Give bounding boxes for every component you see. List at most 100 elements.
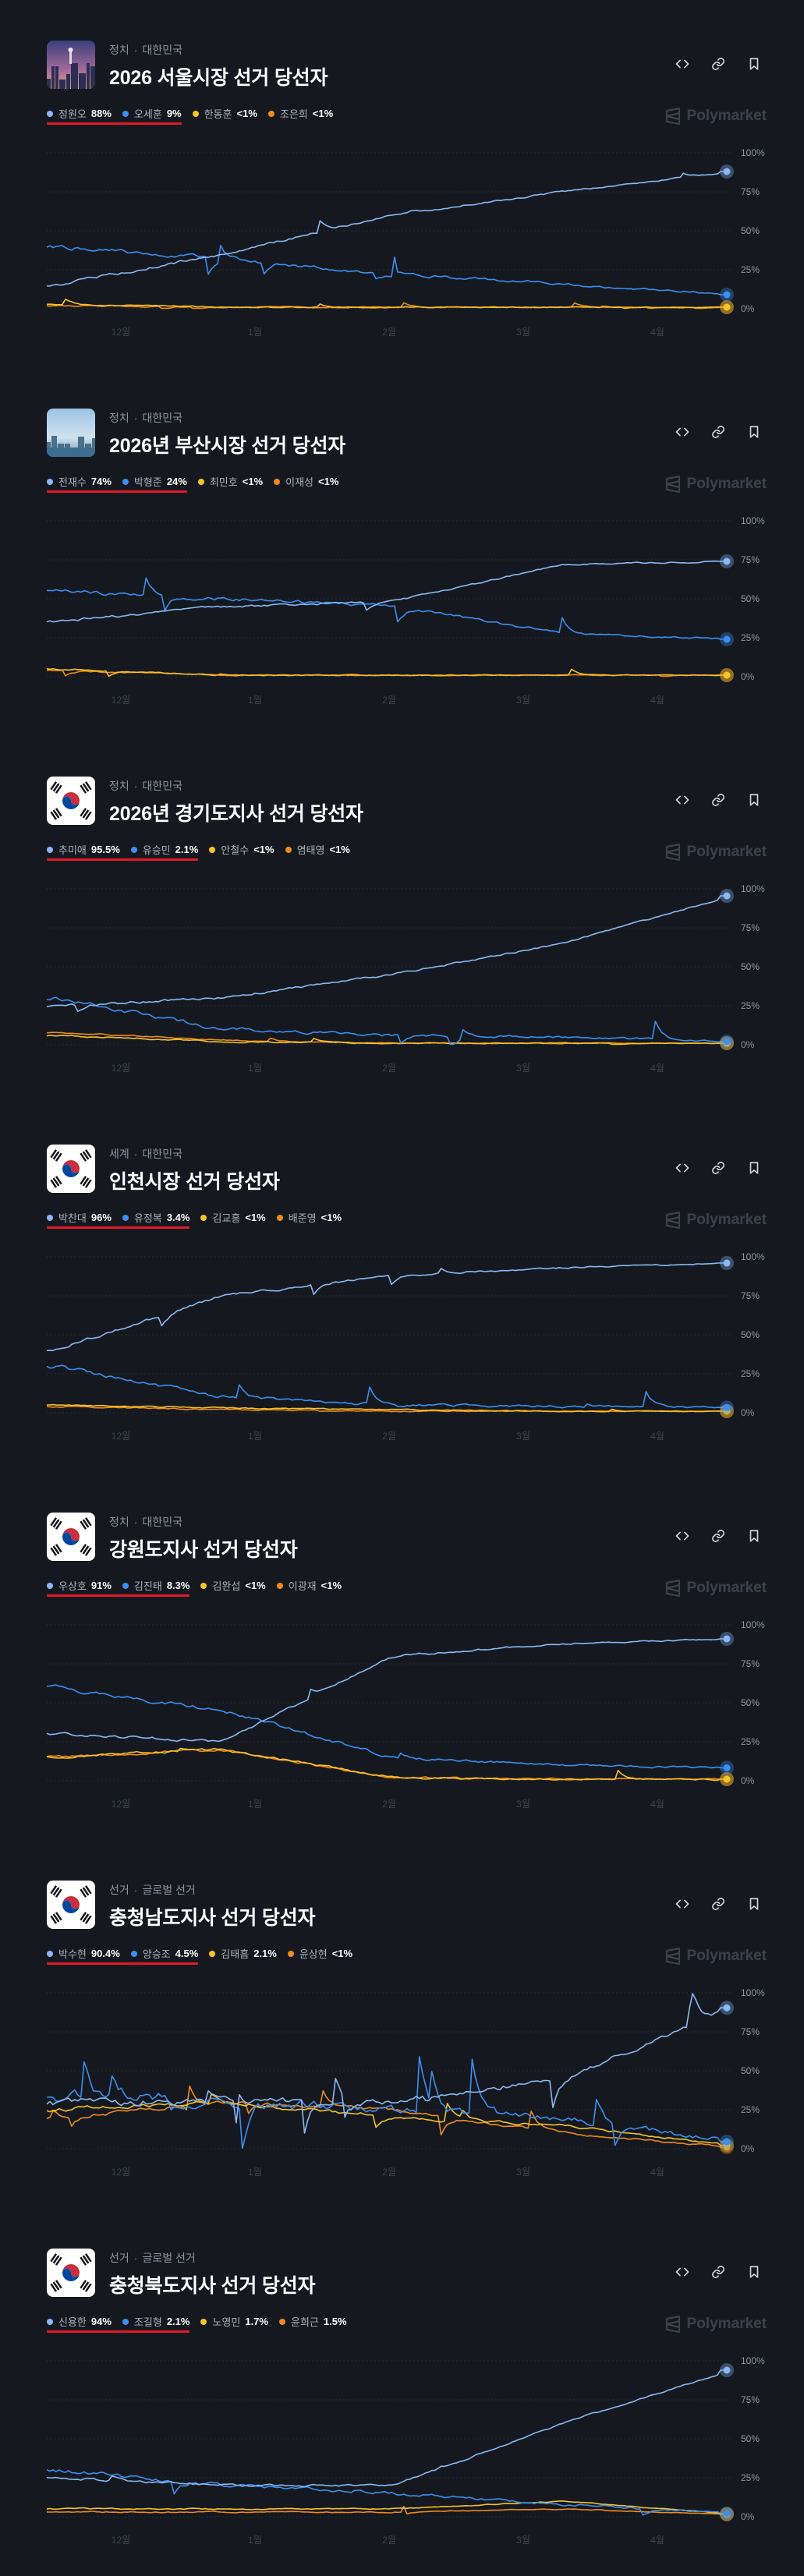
current-value-marker[interactable]	[723, 303, 731, 311]
legend-item[interactable]: 박찬대 96%	[47, 1210, 112, 1225]
market-thumbnail[interactable]	[47, 777, 95, 825]
legend-item[interactable]: 김교흥 <1%	[200, 1210, 266, 1225]
market-thumbnail[interactable]	[47, 41, 95, 89]
bookmark-button[interactable]	[745, 1160, 763, 1179]
copy-link-button[interactable]	[709, 1896, 728, 1915]
market-title[interactable]: 충청북도지사 선거 당선자	[109, 2275, 316, 2297]
breadcrumb-region[interactable]: 글로벌 선거	[142, 1884, 196, 1896]
embed-code-button[interactable]	[673, 2264, 692, 2283]
current-value-marker[interactable]	[723, 2138, 731, 2146]
embed-code-button[interactable]	[673, 1528, 692, 1547]
current-value-marker[interactable]	[723, 2510, 731, 2518]
market-title[interactable]: 2026년 부산시장 선거 당선자	[109, 435, 346, 457]
legend-item[interactable]: 오세훈 9%	[122, 106, 182, 121]
copy-link-button[interactable]	[709, 792, 728, 811]
legend-item[interactable]: 유승민 2.1%	[130, 842, 198, 857]
legend-item[interactable]: 김진태 8.3%	[122, 1578, 189, 1593]
legend-item[interactable]: 윤상현 <1%	[287, 1946, 352, 1961]
breadcrumb-category[interactable]: 정치	[109, 1516, 129, 1528]
breadcrumb-category[interactable]: 선거	[109, 2252, 129, 2264]
legend-item[interactable]: 추미애 95.5%	[47, 842, 120, 857]
bookmark-button[interactable]	[745, 56, 763, 75]
breadcrumb-category[interactable]: 정치	[109, 412, 129, 424]
market-title[interactable]: 2026 서울시장 선거 당선자	[109, 67, 328, 89]
embed-code-button[interactable]	[673, 1160, 692, 1179]
market-title[interactable]: 강원도지사 선거 당선자	[109, 1539, 298, 1561]
current-value-marker[interactable]	[723, 1403, 731, 1411]
embed-code-button[interactable]	[673, 792, 692, 811]
breadcrumb-category[interactable]: 정치	[109, 44, 129, 56]
embed-code-button[interactable]	[673, 56, 692, 75]
legend-item[interactable]: 조은희 <1%	[267, 106, 333, 121]
market-title[interactable]: 2026년 경기도지사 선거 당선자	[109, 803, 363, 825]
current-value-marker[interactable]	[723, 1259, 731, 1267]
embed-code-button[interactable]	[673, 424, 692, 443]
current-value-marker[interactable]	[723, 1775, 731, 1783]
breadcrumb-category[interactable]: 세계	[109, 1148, 129, 1160]
legend-item[interactable]: 유정복 3.4%	[122, 1210, 189, 1225]
market-thumbnail[interactable]	[47, 1881, 95, 1929]
legend-item[interactable]: 최민호 <1%	[197, 474, 263, 489]
bookmark-button[interactable]	[745, 2264, 763, 2283]
market-thumbnail[interactable]	[47, 1513, 95, 1561]
legend-item[interactable]: 노영민 1.7%	[200, 2314, 268, 2329]
legend-item[interactable]: 조길형 2.1%	[122, 2314, 189, 2329]
market-title[interactable]: 인천시장 선거 당선자	[109, 1171, 280, 1193]
current-value-marker[interactable]	[723, 892, 731, 900]
legend-item[interactable]: 윤희근 1.5%	[278, 2314, 347, 2329]
copy-link-button[interactable]	[709, 1160, 728, 1179]
legend-item[interactable]: 이재성 <1%	[274, 474, 338, 489]
copy-link-button[interactable]	[709, 2264, 728, 2283]
current-value-marker[interactable]	[723, 2366, 731, 2374]
bookmark-button[interactable]	[745, 1528, 763, 1547]
candidate-name: 박형준	[133, 476, 162, 488]
current-value-marker[interactable]	[723, 1635, 731, 1643]
breadcrumb-region[interactable]: 대한민국	[142, 44, 182, 56]
market-thumbnail[interactable]	[47, 2249, 95, 2297]
bookmark-button[interactable]	[745, 792, 763, 811]
legend-item[interactable]: 양승조 4.5%	[130, 1946, 198, 1961]
current-value-marker[interactable]	[723, 671, 731, 679]
market-title[interactable]: 충청남도지사 선거 당선자	[109, 1907, 316, 1929]
legend-item[interactable]: 한동훈 <1%	[192, 106, 257, 121]
legend-item[interactable]: 배준영 <1%	[276, 1210, 342, 1225]
legend-item[interactable]: 정원오 88%	[47, 106, 112, 121]
legend-item[interactable]: 신용한 94%	[47, 2314, 112, 2329]
bookmark-button[interactable]	[745, 1896, 763, 1915]
current-value-marker[interactable]	[723, 1038, 731, 1046]
bookmark-button[interactable]	[745, 424, 763, 443]
breadcrumb-region[interactable]: 대한민국	[142, 780, 182, 792]
market-actions	[673, 56, 763, 75]
polymarket-logo-icon	[665, 2316, 687, 2333]
legend-item[interactable]: 박형준 24%	[122, 474, 187, 489]
legend-item[interactable]: 안철수 <1%	[209, 842, 274, 857]
current-value-marker[interactable]	[723, 2004, 731, 2012]
breadcrumb-category[interactable]: 정치	[109, 780, 129, 792]
breadcrumb-region[interactable]: 대한민국	[142, 412, 182, 424]
legend-item[interactable]: 이광재 <1%	[276, 1578, 342, 1593]
breadcrumb-region[interactable]: 대한민국	[142, 1148, 182, 1160]
breadcrumb-region[interactable]: 글로벌 선거	[142, 2252, 196, 2264]
legend-item[interactable]: 김태흠 2.1%	[209, 1946, 277, 1961]
current-value-marker[interactable]	[723, 635, 731, 643]
copy-link-button[interactable]	[709, 1528, 728, 1547]
market-thumbnail[interactable]	[47, 1145, 95, 1193]
legend-item[interactable]: 우상호 91%	[47, 1578, 112, 1593]
copy-link-button[interactable]	[709, 56, 728, 75]
bookmark-icon	[747, 1897, 761, 1915]
market-thumbnail[interactable]	[47, 409, 95, 457]
current-value-marker[interactable]	[723, 557, 731, 565]
bookmark-icon	[747, 1161, 761, 1179]
breadcrumb-category[interactable]: 선거	[109, 1884, 129, 1896]
embed-code-button[interactable]	[673, 1896, 692, 1915]
current-value-marker[interactable]	[723, 168, 731, 175]
legend-item[interactable]: 김완섭 <1%	[200, 1578, 266, 1593]
copy-link-button[interactable]	[709, 424, 728, 443]
current-value-marker[interactable]	[723, 291, 731, 299]
legend-item[interactable]: 박수현 90.4%	[47, 1946, 120, 1961]
breadcrumb-region[interactable]: 대한민국	[142, 1516, 182, 1528]
legend-item[interactable]: 염태영 <1%	[285, 842, 350, 857]
current-value-marker[interactable]	[723, 1764, 731, 1771]
x-tick-label: 12월	[112, 1799, 130, 1810]
legend-item[interactable]: 전재수 74%	[47, 474, 112, 489]
